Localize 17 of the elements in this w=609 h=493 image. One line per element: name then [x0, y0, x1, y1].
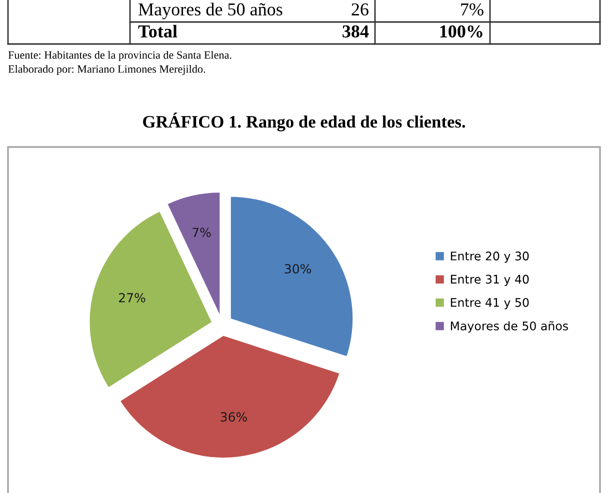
text: Mayores de 50 años — [138, 2, 282, 20]
data-label: 30% — [284, 264, 312, 274]
data-label: 27% — [119, 293, 146, 302]
text: 26 — [352, 3, 368, 16]
text: 7% — [461, 3, 484, 16]
text: 100% — [440, 25, 482, 38]
text: Elaborado por: Mariano Limones Merejildo. — [8, 64, 206, 76]
legend-label: Entre 31 y 40 — [450, 274, 529, 286]
data-label: 7% — [192, 228, 211, 238]
legend-label: Entre 20 y 30 — [450, 252, 529, 263]
legend-label: Mayores de 50 años — [450, 321, 568, 333]
data-label: 36% — [220, 412, 247, 422]
text: Total — [138, 24, 178, 38]
legend-label: Entre 41 y 50 — [450, 298, 529, 310]
chart-title: GRÁFICO 1. Rango de edad de los clientes. — [143, 112, 466, 132]
source-note: Fuente: Habitantes de la provincia de Santa Elena. — [8, 50, 232, 62]
text: 384 — [342, 25, 369, 38]
